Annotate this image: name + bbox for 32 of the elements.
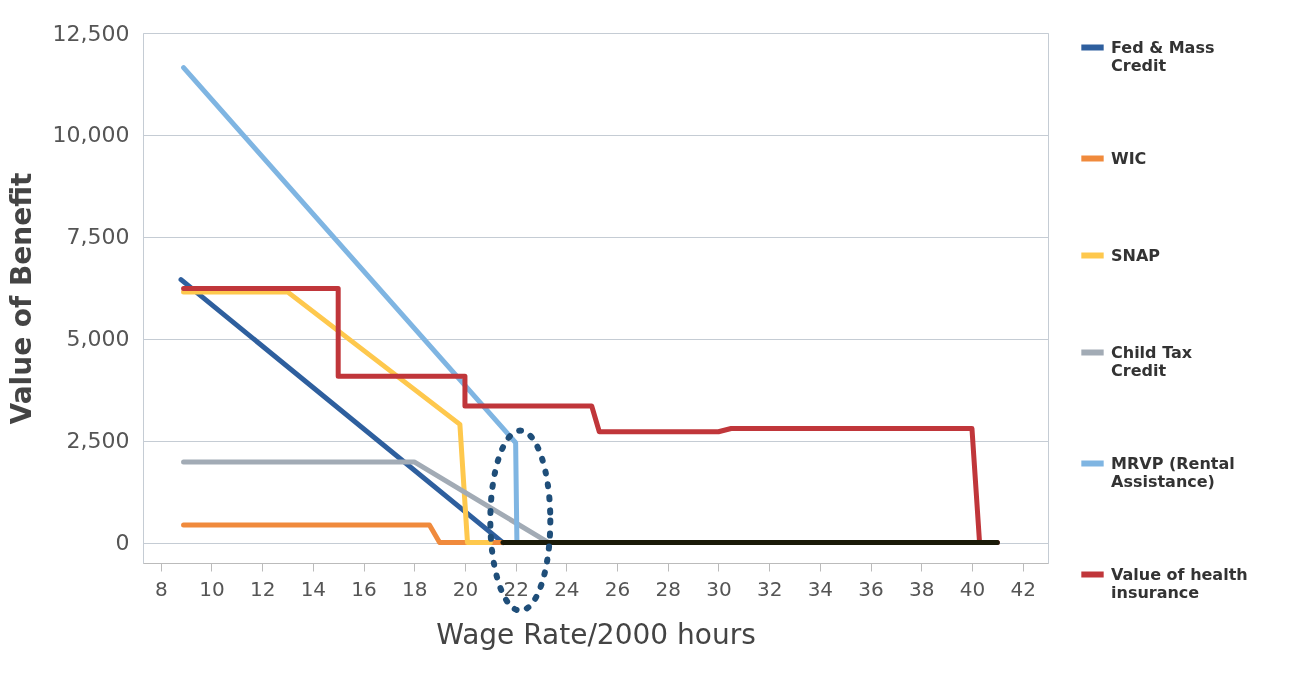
x-tick-label: 18 xyxy=(402,576,428,601)
legend-label: Value of health insurance xyxy=(1111,564,1248,602)
x-tick-label: 16 xyxy=(351,576,377,601)
y-tick-label: 5,000 xyxy=(66,326,130,352)
legend-label: MRVP (Rental Assistance) xyxy=(1111,453,1235,491)
y-tick-label: 7,500 xyxy=(66,224,130,250)
x-tick-label: 10 xyxy=(199,576,225,601)
legend-label: WIC xyxy=(1111,148,1147,168)
x-tick-label: 38 xyxy=(909,576,935,601)
x-axis-title: Wage Rate/2000 hours xyxy=(436,617,756,651)
x-tick-label: 12 xyxy=(249,576,276,601)
y-tick-label: 2,500 xyxy=(66,428,130,454)
y-tick-label: 0 xyxy=(115,530,130,556)
x-tick-label: 36 xyxy=(858,576,884,601)
legend-label: Child Tax Credit xyxy=(1111,342,1193,380)
x-tick-label: 24 xyxy=(554,576,580,601)
y-axis-title: Value of Benefit xyxy=(4,172,38,425)
x-tick-label: 34 xyxy=(807,576,834,601)
x-tick-label: 40 xyxy=(959,576,986,601)
x-tick-label: 8 xyxy=(154,576,168,601)
y-tick-label: 10,000 xyxy=(52,122,130,148)
x-tick-label: 32 xyxy=(756,576,783,601)
x-tick-label: 20 xyxy=(452,576,479,601)
x-tick-label: 26 xyxy=(604,576,631,601)
x-tick-label: 42 xyxy=(1010,576,1036,601)
legend-label: SNAP xyxy=(1111,245,1161,265)
x-tick-label: 28 xyxy=(655,576,681,601)
x-tick-label: 30 xyxy=(706,576,732,601)
x-tick-label: 22 xyxy=(503,576,529,601)
legend-label: Fed & Mass Credit xyxy=(1111,37,1215,75)
y-tick-label: 12,500 xyxy=(52,20,130,46)
x-tick-label: 14 xyxy=(300,576,327,601)
